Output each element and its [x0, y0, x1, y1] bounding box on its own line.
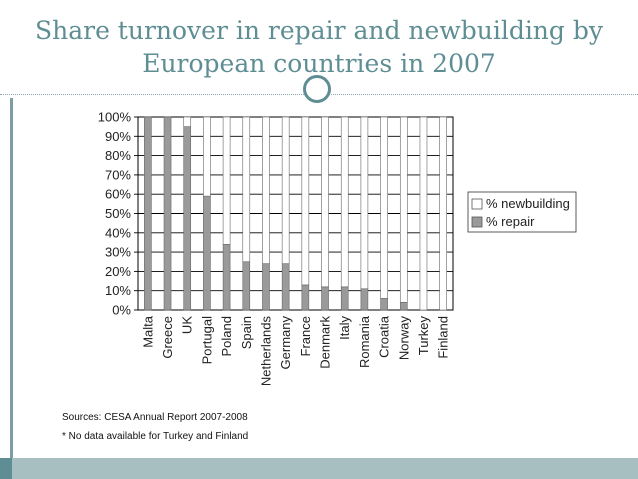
category-label: Norway — [396, 316, 411, 361]
slide-title-line-1: Share turnover in repair and newbuilding… — [34, 16, 603, 45]
bar-repair-malta — [144, 116, 152, 311]
bar-repair-croatia — [380, 298, 388, 311]
category-label: Turkey — [416, 316, 431, 356]
legend-newbuilding-swatch — [471, 198, 483, 210]
category-label: Malta — [140, 315, 155, 348]
bar-newbuilding-italy — [340, 116, 349, 288]
category-labels: Malta Greece UK Portugal Poland Spain Netherla… — [140, 315, 450, 386]
bar-newbuilding-croatia — [380, 116, 388, 299]
bar-repair-netherlands — [262, 263, 270, 311]
legend-repair-label: % repair — [486, 214, 535, 229]
category-label: Greece — [160, 316, 175, 359]
source-note: Sources: CESA Annual Report 2007-2008 — [62, 412, 248, 423]
legend-newbuilding-label: % newbuilding — [486, 196, 570, 211]
bar-newbuilding-denmark — [321, 116, 329, 288]
bar-layer — [144, 116, 447, 311]
bar-repair-romania — [360, 288, 369, 311]
bar-newbuilding-uk — [183, 116, 192, 127]
bar-newbuilding-portugal — [203, 116, 211, 197]
bar-newbuilding-netherlands — [262, 116, 270, 264]
bar-repair-germany — [281, 263, 290, 311]
bar-repair-france — [301, 284, 310, 311]
ring-ornament-icon — [303, 75, 331, 103]
bar-newbuilding-spain — [242, 116, 251, 263]
ytick-label: 10% — [105, 283, 131, 298]
category-label: France — [298, 316, 313, 356]
category-label: Poland — [219, 316, 234, 356]
bar-newbuilding-finland — [439, 116, 447, 311]
bar-repair-italy — [340, 286, 349, 311]
ytick-label: 30% — [105, 245, 131, 260]
bottom-band — [0, 458, 638, 479]
bar-newbuilding-france — [301, 116, 310, 286]
left-accent-bar — [10, 98, 13, 458]
ytick-label: 80% — [105, 148, 131, 163]
ytick-label: 100% — [98, 110, 132, 125]
ytick-label: 70% — [105, 167, 131, 182]
category-label: Denmark — [318, 316, 333, 369]
bar-repair-denmark — [321, 286, 329, 311]
bar-newbuilding-germany — [281, 116, 290, 264]
category-label: Spain — [239, 316, 254, 349]
bottom-band-accent — [0, 458, 12, 479]
y-tick-labels: 0% 10% 20% 30% 40% 50% 60% 70% 80% 90% 100% — [98, 110, 132, 318]
category-label: Italy — [337, 316, 352, 340]
category-label: Finland — [436, 316, 451, 359]
legend: % newbuilding % repair — [467, 191, 577, 233]
bar-repair-poland — [222, 244, 231, 311]
bar-repair-spain — [242, 261, 251, 311]
category-label: Croatia — [377, 315, 392, 358]
bar-repair-portugal — [203, 195, 211, 311]
bar-newbuilding-norway — [399, 116, 408, 303]
ytick-label: 60% — [105, 187, 131, 202]
legend-box — [467, 191, 577, 233]
ytick-label: 20% — [105, 264, 131, 279]
category-label: UK — [180, 316, 195, 334]
category-label: Netherlands — [258, 316, 273, 387]
bar-newbuilding-romania — [360, 116, 369, 290]
bar-newbuilding-turkey — [419, 116, 428, 311]
ytick-label: 90% — [105, 129, 131, 144]
category-label: Romania — [357, 315, 372, 368]
bar-repair-greece — [163, 116, 172, 311]
category-label: Germany — [278, 316, 293, 370]
ytick-label: 40% — [105, 225, 131, 240]
slide-title: Share turnover in repair and newbuilding… — [20, 14, 618, 80]
category-label: Portugal — [199, 316, 214, 365]
ytick-label: 0% — [112, 303, 131, 318]
bar-repair-uk — [183, 126, 192, 311]
ytick-label: 50% — [105, 206, 131, 221]
bar-newbuilding-poland — [222, 116, 231, 245]
footnote: * No data available for Turkey and Finla… — [62, 431, 249, 442]
bar-repair-norway — [399, 301, 408, 311]
slide-title-line-2: European countries in 2007 — [142, 49, 496, 78]
legend-repair-swatch — [471, 216, 483, 228]
